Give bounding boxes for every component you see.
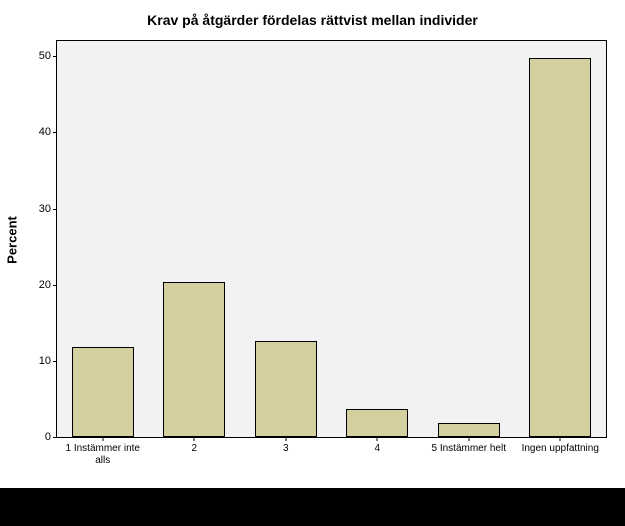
bar	[72, 347, 134, 437]
x-tick-label: 3	[241, 437, 331, 455]
y-tick-mark	[53, 209, 57, 210]
plot-wrapper: 010203040501 Instämmer inte alls2345 Ins…	[56, 40, 607, 438]
chart-container: Krav på åtgärder fördelas rättvist mella…	[0, 0, 625, 488]
x-tick-label: 1 Instämmer inte alls	[58, 437, 148, 466]
bar	[438, 423, 500, 437]
y-tick-mark	[53, 132, 57, 133]
x-tick-label: 4	[332, 437, 422, 455]
y-tick-mark	[53, 56, 57, 57]
bar	[163, 282, 225, 437]
x-tick-label: Ingen uppfattning	[515, 437, 605, 455]
bar	[529, 58, 591, 437]
footer-blackstrip	[0, 488, 625, 526]
y-axis-label: Percent	[5, 216, 20, 264]
x-tick-label: 5 Instämmer helt	[424, 437, 514, 455]
chart-title: Krav på åtgärder fördelas rättvist mella…	[0, 0, 625, 34]
y-tick-mark	[53, 437, 57, 438]
y-tick-mark	[53, 361, 57, 362]
bar	[346, 409, 408, 437]
plot-area: 010203040501 Instämmer inte alls2345 Ins…	[56, 40, 607, 438]
y-tick-mark	[53, 285, 57, 286]
bar	[255, 341, 317, 437]
x-tick-label: 2	[149, 437, 239, 455]
